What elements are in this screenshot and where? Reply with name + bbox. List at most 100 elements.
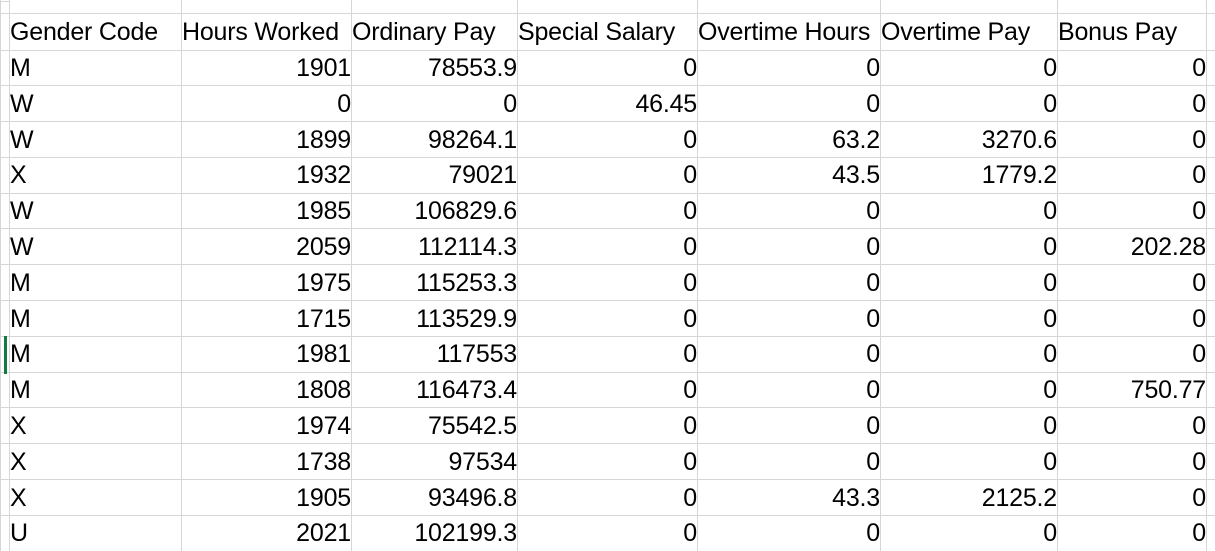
cell[interactable]: W (9, 228, 182, 266)
cell[interactable] (181, 0, 352, 14)
cell[interactable]: 0 (517, 121, 698, 158)
cell[interactable]: 0 (1057, 479, 1207, 516)
cell[interactable]: 0 (880, 228, 1058, 266)
cell[interactable]: 0 (517, 50, 698, 87)
cell[interactable] (0, 228, 10, 266)
cell[interactable] (1206, 300, 1215, 337)
cell[interactable]: 0 (880, 407, 1058, 445)
cell[interactable]: 43.5 (697, 157, 881, 194)
cell[interactable]: 0 (517, 336, 698, 373)
cell[interactable]: 2125.2 (880, 479, 1058, 516)
cell[interactable]: 0 (517, 193, 698, 230)
cell[interactable]: 112114.3 (351, 228, 518, 266)
cell[interactable]: 0 (697, 228, 881, 266)
cell[interactable]: 63.2 (697, 121, 881, 158)
cell[interactable]: 0 (697, 300, 881, 337)
cell[interactable]: 0 (880, 515, 1058, 551)
cell[interactable]: 0 (517, 300, 698, 337)
cell[interactable]: 43.3 (697, 479, 881, 516)
cell[interactable] (1206, 121, 1215, 158)
cell[interactable] (1206, 0, 1215, 14)
cell[interactable] (1206, 264, 1215, 302)
cell[interactable]: 1932 (181, 157, 352, 194)
cell[interactable]: 0 (1057, 515, 1207, 551)
cell[interactable]: 0 (351, 85, 518, 123)
cell[interactable]: 0 (517, 443, 698, 481)
cell[interactable]: 0 (1057, 50, 1207, 87)
cell[interactable]: 0 (880, 50, 1058, 87)
cell[interactable]: 0 (697, 50, 881, 87)
cell[interactable] (1206, 50, 1215, 87)
cell[interactable] (351, 0, 518, 14)
header-cell-hours-worked[interactable]: Hours Worked (181, 13, 352, 51)
cell[interactable]: 1901 (181, 50, 352, 87)
cell[interactable]: 0 (517, 264, 698, 302)
header-cell-bonus-pay[interactable]: Bonus Pay (1057, 13, 1207, 51)
cell[interactable]: 0 (517, 157, 698, 194)
cell[interactable] (1206, 515, 1215, 551)
cell[interactable]: 0 (517, 479, 698, 516)
cell[interactable]: 750.77 (1057, 372, 1207, 409)
cell[interactable]: X (9, 443, 182, 481)
cell[interactable]: 0 (517, 228, 698, 266)
cell[interactable]: 0 (697, 336, 881, 373)
cell[interactable] (1206, 443, 1215, 481)
cell[interactable]: 0 (517, 407, 698, 445)
cell[interactable]: 0 (880, 336, 1058, 373)
cell[interactable] (1206, 85, 1215, 123)
cell[interactable]: 0 (1057, 264, 1207, 302)
cell[interactable]: 75542.5 (351, 407, 518, 445)
cell[interactable]: 0 (880, 443, 1058, 481)
cell[interactable] (0, 443, 10, 481)
cell[interactable]: 0 (1057, 85, 1207, 123)
cell[interactable]: 1905 (181, 479, 352, 516)
cell[interactable]: 78553.9 (351, 50, 518, 87)
cell[interactable]: 1899 (181, 121, 352, 158)
cell[interactable]: 1715 (181, 300, 352, 337)
cell[interactable] (9, 0, 182, 14)
cell[interactable]: 0 (1057, 443, 1207, 481)
cell[interactable] (0, 300, 10, 337)
cell[interactable] (0, 157, 10, 194)
cell[interactable]: 0 (1057, 193, 1207, 230)
cell[interactable]: M (9, 372, 182, 409)
cell[interactable]: 3270.6 (880, 121, 1058, 158)
cell[interactable]: 93496.8 (351, 479, 518, 516)
cell[interactable]: 1738 (181, 443, 352, 481)
cell[interactable]: 202.28 (1057, 228, 1207, 266)
cell[interactable]: 0 (697, 85, 881, 123)
cell[interactable] (1206, 13, 1215, 51)
cell[interactable]: 79021 (351, 157, 518, 194)
cell[interactable]: 0 (880, 264, 1058, 302)
cell[interactable]: 0 (880, 193, 1058, 230)
cell[interactable] (1206, 193, 1215, 230)
cell[interactable]: 0 (517, 515, 698, 551)
cell[interactable]: 106829.6 (351, 193, 518, 230)
cell[interactable] (1206, 336, 1215, 373)
cell[interactable] (0, 193, 10, 230)
cell[interactable] (1206, 372, 1215, 409)
cell[interactable]: 97534 (351, 443, 518, 481)
cell[interactable] (697, 0, 881, 14)
cell[interactable]: M (9, 300, 182, 337)
cell[interactable]: 1779.2 (880, 157, 1058, 194)
cell[interactable]: 0 (697, 407, 881, 445)
cell[interactable]: 0 (1057, 121, 1207, 158)
cell[interactable]: 117553 (351, 336, 518, 373)
cell[interactable]: 113529.9 (351, 300, 518, 337)
cell[interactable] (0, 515, 10, 551)
cell[interactable]: 0 (1057, 407, 1207, 445)
cell[interactable] (0, 0, 10, 14)
cell[interactable]: 98264.1 (351, 121, 518, 158)
cell[interactable]: 1808 (181, 372, 352, 409)
cell[interactable]: 0 (697, 443, 881, 481)
cell[interactable]: 0 (697, 515, 881, 551)
cell[interactable]: X (9, 479, 182, 516)
cell[interactable]: M (9, 50, 182, 87)
cell[interactable] (1206, 157, 1215, 194)
cell[interactable] (0, 264, 10, 302)
cell[interactable]: 0 (697, 372, 881, 409)
cell[interactable] (1206, 407, 1215, 445)
cell[interactable]: 2021 (181, 515, 352, 551)
cell[interactable] (0, 479, 10, 516)
